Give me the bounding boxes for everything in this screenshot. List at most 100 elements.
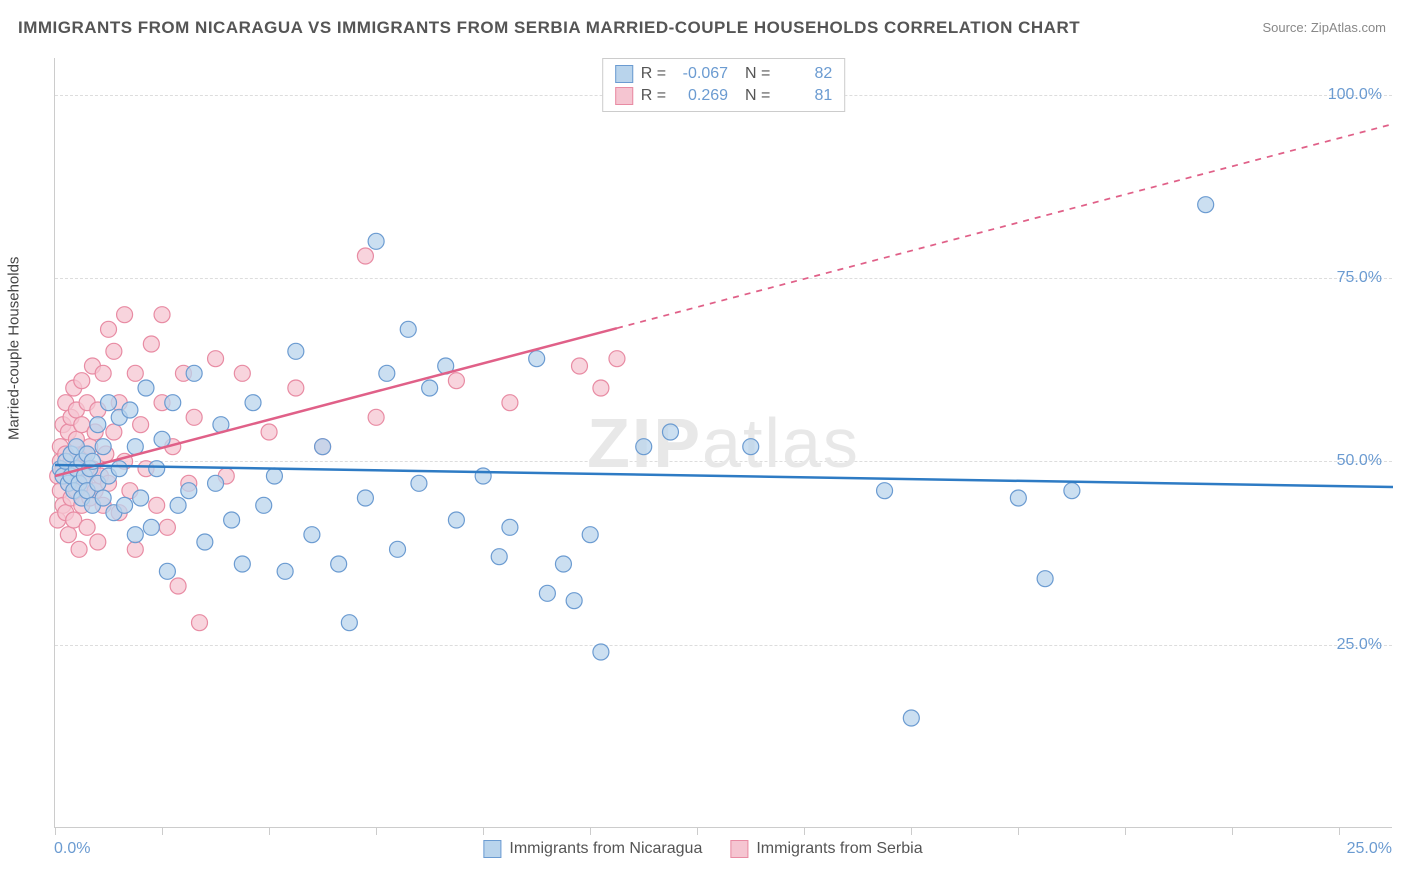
scatter-point xyxy=(277,563,293,579)
scatter-point xyxy=(186,365,202,381)
scatter-point xyxy=(197,534,213,550)
x-tick xyxy=(162,827,163,835)
scatter-point xyxy=(1198,197,1214,213)
scatter-point xyxy=(159,519,175,535)
scatter-point xyxy=(122,402,138,418)
scatter-point xyxy=(357,248,373,264)
scatter-point xyxy=(448,512,464,528)
scatter-point xyxy=(170,578,186,594)
scatter-point xyxy=(636,439,652,455)
scatter-point xyxy=(529,351,545,367)
scatter-plot: ZIPatlas R = -0.067 N = 82 R = 0.269 N =… xyxy=(54,58,1392,828)
scatter-point xyxy=(662,424,678,440)
scatter-point xyxy=(95,365,111,381)
scatter-point xyxy=(261,424,277,440)
y-tick-label: 100.0% xyxy=(1328,86,1382,104)
scatter-point xyxy=(422,380,438,396)
scatter-point xyxy=(448,373,464,389)
scatter-point xyxy=(743,439,759,455)
scatter-point xyxy=(149,497,165,513)
scatter-point xyxy=(288,343,304,359)
scatter-point xyxy=(256,497,272,513)
regression-line-dashed xyxy=(617,124,1393,328)
legend-swatch-serbia xyxy=(730,840,748,858)
x-tick xyxy=(55,827,56,835)
scatter-point xyxy=(79,519,95,535)
scatter-point xyxy=(502,519,518,535)
scatter-point xyxy=(208,475,224,491)
scatter-point xyxy=(368,233,384,249)
legend-label-nicaragua: Immigrants from Nicaragua xyxy=(509,840,702,858)
x-tick xyxy=(697,827,698,835)
scatter-point xyxy=(133,417,149,433)
scatter-point xyxy=(571,358,587,374)
y-tick-label: 75.0% xyxy=(1337,269,1382,287)
x-axis-max-label: 25.0% xyxy=(1347,840,1392,858)
scatter-point xyxy=(390,541,406,557)
scatter-point xyxy=(234,556,250,572)
scatter-point xyxy=(502,395,518,411)
series-legend: Immigrants from Nicaragua Immigrants fro… xyxy=(483,840,922,858)
scatter-point xyxy=(127,365,143,381)
scatter-point xyxy=(90,534,106,550)
x-tick xyxy=(376,827,377,835)
scatter-point xyxy=(368,409,384,425)
x-tick xyxy=(911,827,912,835)
scatter-point xyxy=(411,475,427,491)
scatter-point xyxy=(593,644,609,660)
scatter-point xyxy=(609,351,625,367)
scatter-point xyxy=(208,351,224,367)
scatter-point xyxy=(111,461,127,477)
y-tick-label: 25.0% xyxy=(1337,636,1382,654)
scatter-point xyxy=(60,527,76,543)
scatter-point xyxy=(159,563,175,579)
x-tick xyxy=(590,827,591,835)
scatter-point xyxy=(149,461,165,477)
regression-line-solid xyxy=(55,328,617,476)
scatter-point xyxy=(127,527,143,543)
scatter-point xyxy=(74,373,90,389)
scatter-point xyxy=(539,585,555,601)
scatter-point xyxy=(582,527,598,543)
scatter-point xyxy=(101,321,117,337)
scatter-point xyxy=(331,556,347,572)
x-tick xyxy=(1232,827,1233,835)
scatter-point xyxy=(555,556,571,572)
x-tick xyxy=(269,827,270,835)
legend-item-nicaragua: Immigrants from Nicaragua xyxy=(483,840,702,858)
scatter-point xyxy=(288,380,304,396)
plot-svg xyxy=(55,58,1392,827)
legend-swatch-nicaragua xyxy=(483,840,501,858)
scatter-point xyxy=(170,497,186,513)
x-tick xyxy=(483,827,484,835)
scatter-point xyxy=(154,431,170,447)
scatter-point xyxy=(186,409,202,425)
y-axis-title: Married-couple Households xyxy=(6,257,23,440)
scatter-point xyxy=(341,615,357,631)
scatter-point xyxy=(71,541,87,557)
scatter-point xyxy=(138,380,154,396)
scatter-point xyxy=(491,549,507,565)
legend-item-serbia: Immigrants from Serbia xyxy=(730,840,922,858)
scatter-point xyxy=(400,321,416,337)
x-tick xyxy=(1125,827,1126,835)
chart-title: IMMIGRANTS FROM NICARAGUA VS IMMIGRANTS … xyxy=(18,18,1080,38)
x-tick xyxy=(1339,827,1340,835)
scatter-point xyxy=(1064,483,1080,499)
y-tick-label: 50.0% xyxy=(1337,452,1382,470)
scatter-point xyxy=(1010,490,1026,506)
source-attribution: Source: ZipAtlas.com xyxy=(1262,20,1386,35)
scatter-point xyxy=(127,541,143,557)
scatter-point xyxy=(234,365,250,381)
scatter-point xyxy=(181,483,197,499)
scatter-point xyxy=(475,468,491,484)
scatter-point xyxy=(266,468,282,484)
scatter-point xyxy=(117,307,133,323)
scatter-point xyxy=(304,527,320,543)
scatter-point xyxy=(95,439,111,455)
scatter-point xyxy=(192,615,208,631)
x-tick xyxy=(804,827,805,835)
scatter-point xyxy=(903,710,919,726)
scatter-point xyxy=(566,593,582,609)
scatter-point xyxy=(357,490,373,506)
